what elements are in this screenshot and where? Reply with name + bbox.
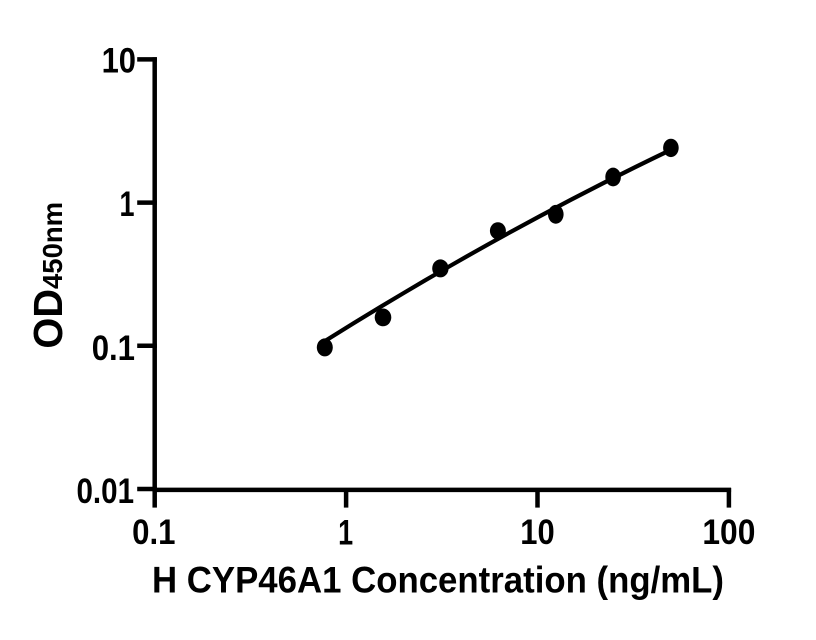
svg-text:10: 10 — [102, 42, 136, 81]
svg-text:H CYP46A1 Concentration (ng/mL: H CYP46A1 Concentration (ng/mL) — [152, 559, 724, 601]
svg-text:0.1: 0.1 — [92, 329, 135, 368]
svg-text:0.1: 0.1 — [132, 513, 175, 552]
svg-text:100: 100 — [702, 513, 755, 552]
svg-text:1: 1 — [338, 513, 353, 552]
svg-text:10: 10 — [520, 513, 554, 552]
svg-text:1: 1 — [120, 185, 135, 224]
svg-text:0.01: 0.01 — [77, 472, 135, 511]
